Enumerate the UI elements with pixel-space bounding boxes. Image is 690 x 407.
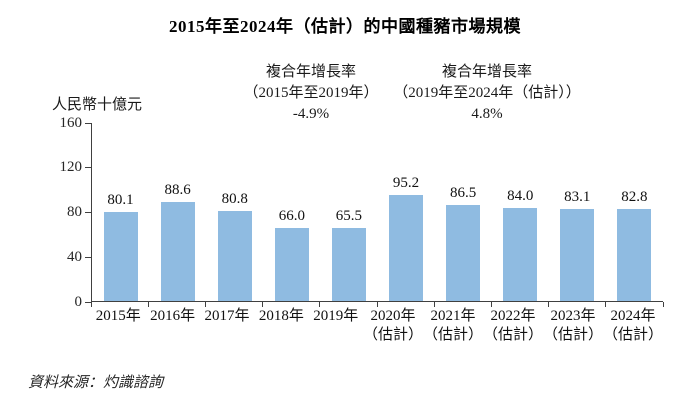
bar [560,208,595,301]
x-tick-mark [605,302,607,307]
x-tick-mark [376,302,378,307]
source-note: 資料來源：灼識諮詢 [28,375,164,391]
x-tick-label: 2022年 （估計） [483,307,543,345]
cagr-annotation-2019-2024: 複合年增長率 （2019年至2024年（估計）） 4.8% [370,62,604,125]
bar [503,207,538,301]
y-tick-label: 80 [67,204,82,220]
bar-value-label: 88.6 [164,182,191,199]
x-tick-mark [433,302,435,307]
x-tick-label-estimate: （估計） [422,327,483,343]
x-tick-label-estimate: （估計） [603,327,664,343]
x-tick-label-year: 2017年 [204,308,250,324]
bar-value-label: 82.8 [621,188,648,205]
y-tick-label: 160 [59,114,83,131]
bar-slot: 66.0 [263,123,320,301]
cagr-annotation-2015-2019: 複合年增長率 （2015年至2019年） -4.9% [213,62,409,125]
cagr-value: 4.8% [471,106,503,122]
bar [331,228,366,301]
bar [446,204,481,301]
bar-slot: 82.8 [606,123,663,301]
cagr-heading: 複合年增長率 [441,64,532,80]
bar [617,208,652,301]
x-tick-mark [548,302,550,307]
cagr-period: （2015年至2019年） [243,85,379,101]
x-tick-label: 2015年 [91,307,145,345]
y-tick-label: 40 [67,248,82,265]
bar-value-label: 80.8 [221,191,248,208]
plot-area: 80.1 88.6 80.8 66.0 65.5 95.2 86.5 84.0 83.1 82.8… [60,115,664,343]
bar [389,195,424,301]
y-axis-unit-label: 人民幣十億元 [52,97,143,113]
bar [103,211,138,301]
bar-slot: 83.1 [549,123,606,301]
x-tick-label-year: 2023年 [550,308,596,324]
bar [274,227,309,301]
x-tick-label: 2018年 [254,307,308,345]
bar-slot: 65.5 [320,123,377,301]
bar-value-label: 65.5 [335,208,363,225]
bar-slot: 88.6 [149,123,206,301]
x-tick-label: 2024年 （估計） [603,307,663,345]
x-tick-label-year: 2021年 [430,308,476,324]
x-tick-mark [90,302,92,307]
x-tick-label: 2020年 （估計） [363,307,423,345]
bar-value-label: 80.1 [107,191,134,208]
x-tick-label-estimate: （估計） [543,327,604,343]
x-tick-label: 2021年 （估計） [423,307,483,345]
bar-value-label: 84.0 [507,187,534,204]
x-tick-mark [490,302,492,307]
x-tick-label-year: 2018年 [258,308,304,324]
x-tick-label-year: 2020年 [370,308,416,324]
axes-frame: 80.1 88.6 80.8 66.0 65.5 95.2 86.5 84.0 83.1 82.8 [91,123,663,302]
x-tick-label-year: 2016年 [150,308,196,324]
bar-slot: 84.0 [492,123,549,301]
bar-slot: 86.5 [435,123,492,301]
x-tick-label: 2023年 （估計） [543,307,603,345]
x-tick-label-estimate: （估計） [362,327,423,343]
bar-slot: 80.1 [92,123,149,301]
y-tick-mark [85,167,91,169]
x-tick-label-year: 2024年 [610,308,656,324]
y-tick-label: 0 [74,293,83,310]
bar [160,202,195,301]
bar-value-label: 83.1 [564,188,591,205]
y-tick-mark [85,212,91,213]
y-tick-mark [85,301,91,303]
x-tick-mark [662,302,664,307]
x-tick-mark [262,302,264,307]
bar-value-label: 86.5 [449,184,477,201]
x-axis-labels: 2015年 2016年 2017年 2018年 2019年 2020年 （估計） 2021年 （… [91,307,663,345]
chart-title: 2015年至2024年（估計）的中國種豬市場規模 [169,17,521,36]
x-tick-label-year: 2019年 [313,308,359,324]
y-tick-mark [85,256,91,258]
cagr-value: -4.9% [292,106,330,122]
bar [217,211,252,301]
bar-value-label: 66.0 [278,207,305,224]
y-tick-label: 120 [59,159,83,176]
x-tick-label: 2017年 [200,307,254,345]
x-tick-mark [147,302,149,307]
x-tick-label: 2019年 [309,307,363,345]
cagr-period: （2019年至2024年（估計）） [393,85,581,101]
cagr-heading: 複合年增長率 [265,64,356,80]
y-tick-mark [85,122,91,124]
x-tick-label: 2016年 [145,307,199,345]
x-tick-label-year: 2022年 [490,308,536,324]
x-tick-mark [319,302,321,307]
bar-slot: 95.2 [377,123,434,301]
x-tick-mark [204,302,206,307]
x-tick-label-year: 2015年 [95,308,141,324]
x-tick-label-estimate: （估計） [482,327,543,343]
bar-value-label: 95.2 [392,175,420,192]
bar-slot: 80.8 [206,123,263,301]
bars-container: 80.1 88.6 80.8 66.0 65.5 95.2 86.5 84.0 83.1 82.8 [92,123,663,301]
